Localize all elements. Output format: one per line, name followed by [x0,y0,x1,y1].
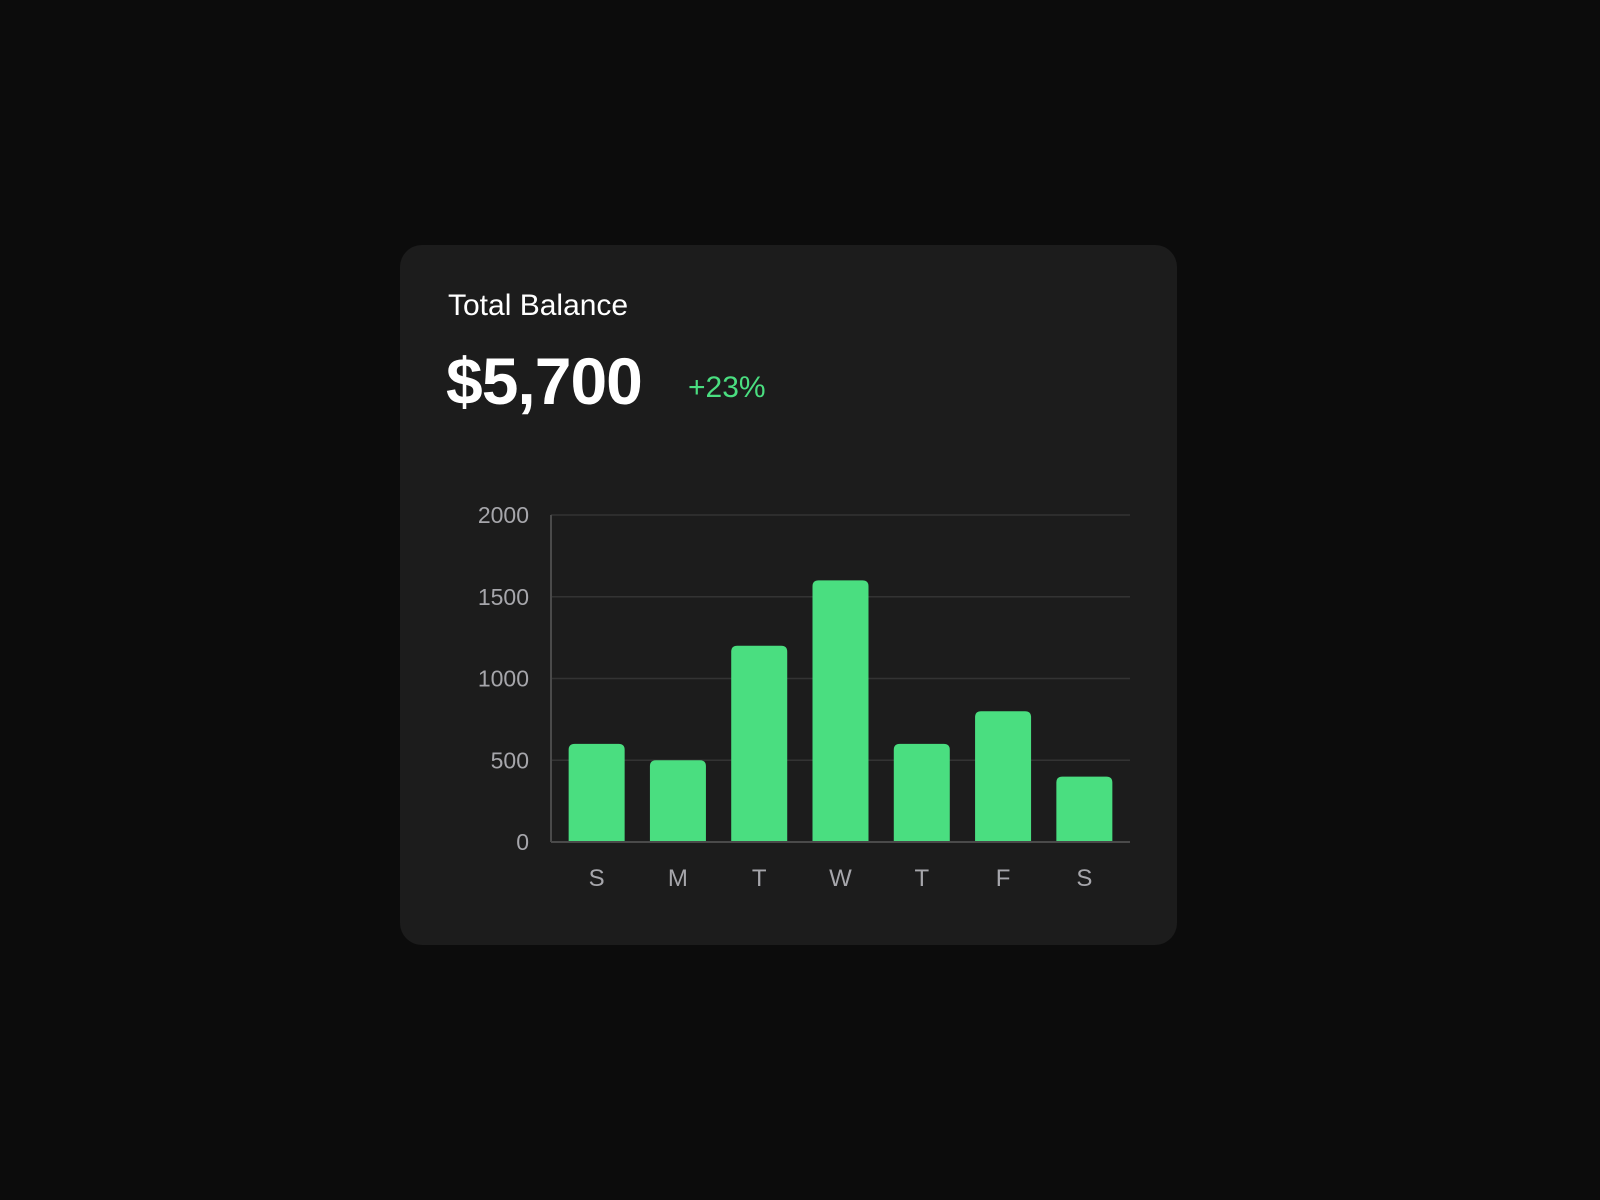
y-tick-label: 2000 [478,502,529,528]
y-tick-label: 500 [491,747,529,773]
x-tick-label: M [668,865,688,892]
x-tick-label: W [829,865,852,892]
chart-bars [568,580,1113,842]
x-tick-label: T [914,865,929,892]
y-tick-label: 0 [516,829,529,855]
x-tick-label: F [996,865,1011,892]
x-tick-label: S [1076,865,1092,892]
bar-6 [1056,776,1113,842]
card-title: Total Balance [448,289,629,322]
y-tick-label: 1500 [478,584,529,610]
y-axis-ticks: 0 500 1000 1500 2000 [478,502,529,855]
bar-4 [893,743,950,842]
weekly-bar-chart: 0 500 1000 1500 2000 S M T W T F S [478,502,1130,892]
bar-1 [649,760,706,842]
bar-3 [812,580,869,842]
bar-0 [568,743,625,842]
x-tick-label: S [589,865,605,892]
chart-axes [550,515,1130,843]
balance-amount: $5,700 [446,344,643,418]
y-tick-label: 1000 [478,666,529,692]
change-percentage: +23% [688,371,766,404]
x-tick-label: T [752,865,767,892]
bar-5 [975,711,1032,842]
bar-2 [731,645,788,842]
balance-card: Total Balance $5,700 +23% 0 500 1000 1500 20… [400,245,1177,945]
